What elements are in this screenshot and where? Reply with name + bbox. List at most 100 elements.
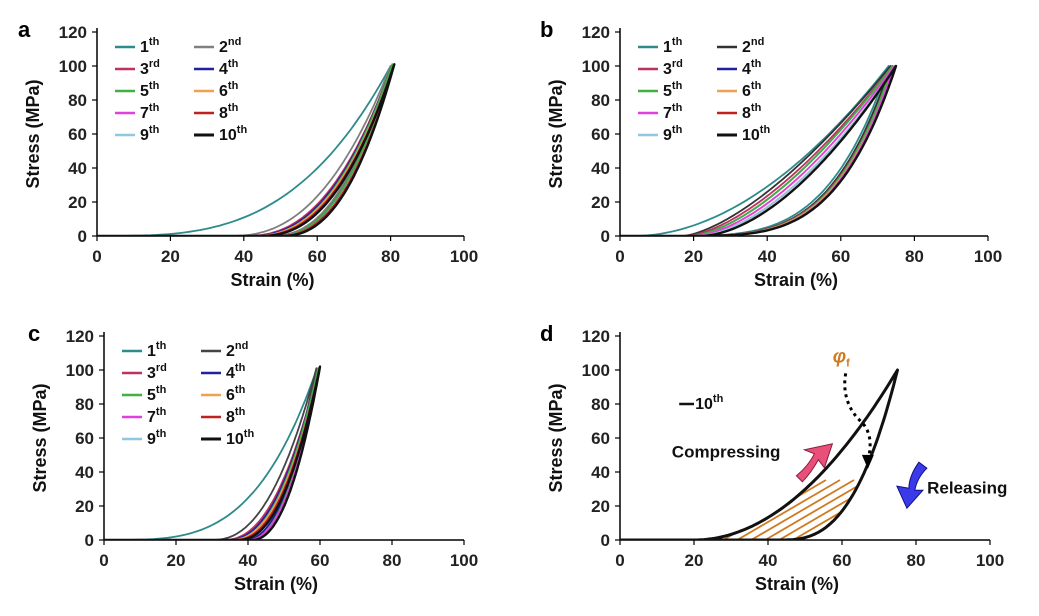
y-tick-label: 80 — [591, 395, 610, 414]
series-line-10th — [97, 63, 396, 236]
y-tick-label: 80 — [68, 91, 87, 110]
legend-superscript: th — [672, 36, 683, 48]
legend-label: 1th — [663, 36, 683, 56]
legend-superscript: th — [235, 384, 246, 396]
phi-symbol: φ — [833, 346, 846, 367]
legend-label: 6th — [742, 80, 762, 100]
curves — [620, 368, 899, 540]
legend-superscript: nd — [235, 340, 248, 352]
legend-number: 2 — [219, 39, 228, 56]
legend-label: 10th — [219, 124, 247, 144]
series-line-2nd — [97, 65, 392, 236]
series-line-10th — [620, 64, 898, 236]
legend-superscript: th — [751, 58, 762, 70]
legend-superscript: nd — [228, 36, 241, 48]
legend-label: 7th — [663, 102, 683, 122]
y-tick-label: 120 — [582, 23, 610, 42]
x-axis-label: Strain (%) — [755, 574, 839, 594]
x-tick-label: 100 — [974, 247, 1002, 266]
legend-number: 10 — [226, 431, 244, 448]
legend-label: 4th — [742, 58, 762, 78]
legend-label: 2nd — [742, 36, 764, 56]
panel-label: b — [540, 17, 553, 42]
legend-number: 10 — [219, 127, 237, 144]
y-tick-label: 40 — [68, 159, 87, 178]
x-tick-label: 0 — [99, 551, 108, 570]
legend-number: 10 — [742, 127, 760, 144]
series-line-10th — [104, 365, 322, 540]
x-tick-label: 60 — [308, 247, 327, 266]
legend-label: 8th — [742, 102, 762, 122]
legend-label: 3rd — [663, 58, 683, 78]
y-axis-label: Stress (MPa) — [546, 79, 566, 188]
x-tick-label: 0 — [92, 247, 101, 266]
y-tick-label: 40 — [591, 159, 610, 178]
releasing-label: Releasing — [927, 478, 1007, 497]
hatch-line — [482, 480, 602, 550]
y-tick-label: 60 — [75, 429, 94, 448]
legend-label: 2nd — [226, 340, 248, 360]
legend-number: 10 — [695, 396, 713, 413]
y-tick-label: 80 — [591, 91, 610, 110]
y-tick-label: 100 — [582, 361, 610, 380]
legend-superscript: th — [228, 80, 239, 92]
y-tick-label: 20 — [75, 497, 94, 516]
legend-superscript: th — [156, 406, 167, 418]
legend-superscript: th — [672, 80, 683, 92]
legend-number: 1 — [140, 39, 149, 56]
y-tick-label: 20 — [591, 497, 610, 516]
y-tick-label: 0 — [601, 227, 610, 246]
y-tick-label: 0 — [78, 227, 87, 246]
y-tick-label: 120 — [59, 23, 87, 42]
y-tick-label: 100 — [582, 57, 610, 76]
x-tick-label: 40 — [234, 247, 253, 266]
legend-label: 8th — [226, 406, 246, 426]
x-tick-label: 40 — [758, 247, 777, 266]
legend-superscript: th — [149, 36, 160, 48]
legend-superscript: th — [235, 406, 246, 418]
x-tick-label: 100 — [450, 247, 478, 266]
y-tick-label: 100 — [66, 361, 94, 380]
legend-number: 3 — [147, 365, 156, 382]
legend-number: 1 — [663, 39, 672, 56]
y-tick-label: 0 — [85, 531, 94, 550]
legend-superscript: rd — [149, 58, 160, 70]
legend-superscript: th — [156, 340, 167, 352]
legend-superscript: th — [156, 428, 167, 440]
compressing-label: Compressing — [672, 443, 781, 462]
x-tick-label: 60 — [831, 247, 850, 266]
y-tick-label: 60 — [591, 125, 610, 144]
y-axis-label: Stress (MPa) — [546, 383, 566, 492]
legend-superscript: th — [751, 80, 762, 92]
legend-label: 8th — [219, 102, 239, 122]
legend-label: 3rd — [147, 362, 167, 382]
curves — [97, 63, 396, 236]
x-tick-label: 20 — [161, 247, 180, 266]
hatch-line — [468, 480, 588, 550]
legend-label: 9th — [147, 428, 167, 448]
legend-label: 7th — [147, 406, 167, 426]
legend-number: 6 — [742, 83, 751, 100]
legend-number: 5 — [147, 387, 156, 404]
compressing-arrow-icon — [795, 443, 834, 483]
legend-superscript: th — [156, 384, 167, 396]
legend-label: 6th — [226, 384, 246, 404]
y-tick-label: 0 — [601, 531, 610, 550]
y-axis-label: Stress (MPa) — [23, 79, 43, 188]
legend-label: 4th — [226, 362, 246, 382]
x-tick-label: 60 — [311, 551, 330, 570]
legend-number: 4 — [219, 61, 228, 78]
legend-label: 5th — [140, 80, 160, 100]
x-tick-label: 20 — [167, 551, 186, 570]
legend-label: 5th — [663, 80, 683, 100]
legend-label: 5th — [147, 384, 167, 404]
series-line-7th — [104, 365, 321, 540]
phi-arrowhead-icon — [861, 454, 874, 469]
legend-label: 2nd — [219, 36, 241, 56]
curves — [620, 64, 898, 236]
phi-label: φf — [833, 346, 850, 369]
legend-number: 8 — [742, 105, 751, 122]
series-line-10th — [620, 368, 899, 540]
